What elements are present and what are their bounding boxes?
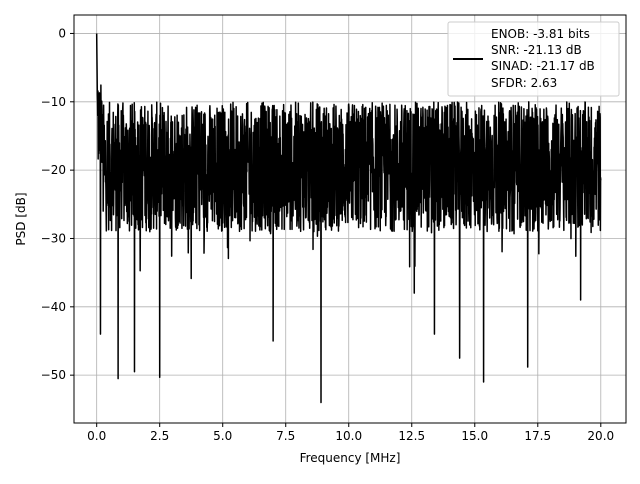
y-axis-ticks: 0 −10 −20 −30 −40 −50 xyxy=(41,26,74,382)
psd-series-line xyxy=(95,33,602,404)
x-tick-label: 15.0 xyxy=(461,429,488,443)
legend-entry-snr: SNR: -21.13 dB xyxy=(491,43,582,57)
x-tick-label: 5.0 xyxy=(213,429,232,443)
legend-entry-sinad: SINAD: -21.17 dB xyxy=(491,59,595,73)
y-tick-label: −20 xyxy=(41,163,66,177)
x-tick-label: 12.5 xyxy=(398,429,425,443)
series-group xyxy=(95,33,602,404)
legend-entry-enob: ENOB: -3.81 bits xyxy=(491,27,590,41)
x-tick-label: 0.0 xyxy=(87,429,106,443)
legend-box xyxy=(447,21,620,97)
y-tick-label: −30 xyxy=(41,231,66,245)
y-tick-label: −10 xyxy=(41,95,66,109)
x-tick-label: 17.5 xyxy=(524,429,551,443)
y-tick-label: 0 xyxy=(58,26,66,40)
y-tick-label: −50 xyxy=(41,368,66,382)
y-tick-label: −40 xyxy=(41,300,66,314)
x-tick-label: 20.0 xyxy=(587,429,614,443)
legend: ENOB: -3.81 bits SNR: -21.13 dB SINAD: -… xyxy=(447,21,620,97)
x-axis-ticks: 0.0 2.5 5.0 7.5 10.0 12.5 15.0 17.5 20.0 xyxy=(87,423,614,443)
x-tick-label: 2.5 xyxy=(150,429,169,443)
x-axis-label: Frequency [MHz] xyxy=(300,451,401,465)
x-tick-label: 7.5 xyxy=(276,429,295,443)
plot-frame xyxy=(73,14,627,424)
legend-entry-sfdr: SFDR: 2.63 xyxy=(491,76,557,90)
y-axis-label: PSD [dB] xyxy=(14,192,28,245)
x-tick-label: 10.0 xyxy=(335,429,362,443)
